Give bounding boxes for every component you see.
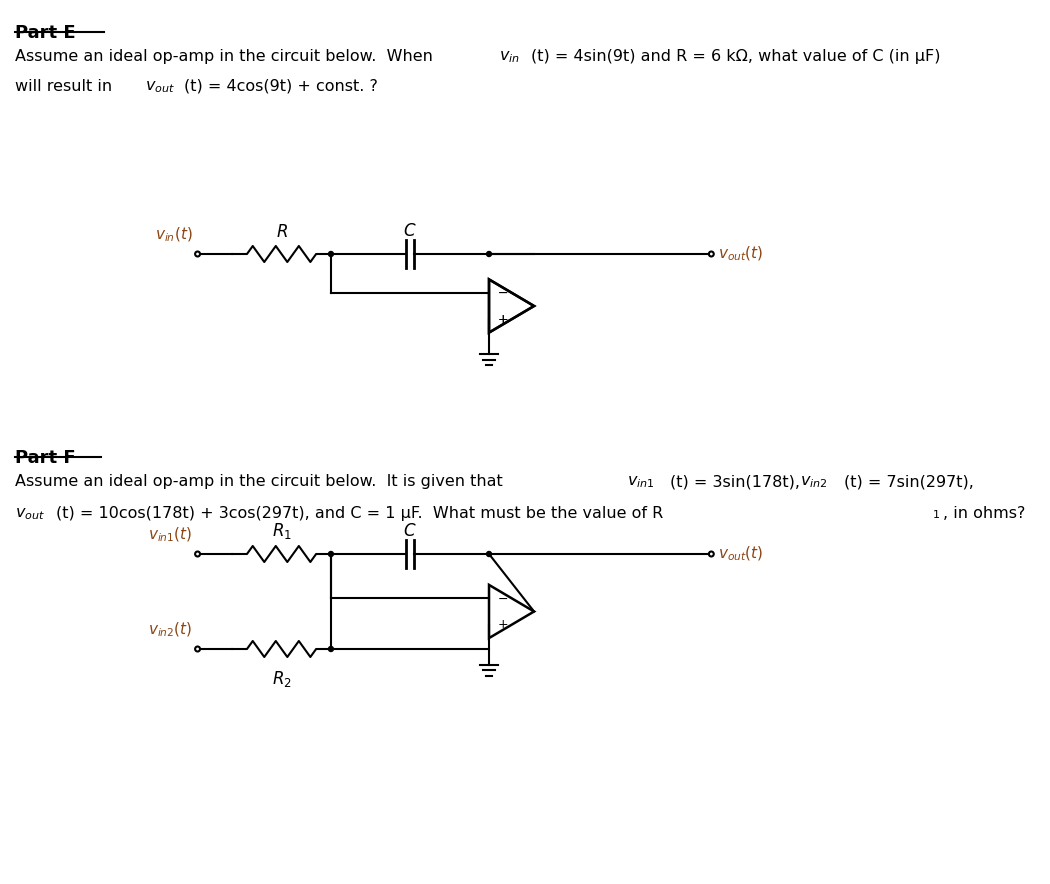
Text: $v_{out}$: $v_{out}$ — [15, 506, 45, 522]
Text: $C$: $C$ — [403, 222, 417, 240]
Text: Part F: Part F — [15, 449, 76, 467]
Text: $C$: $C$ — [403, 522, 417, 540]
Text: $R_2$: $R_2$ — [272, 669, 292, 689]
Text: $v_{out}(t)$: $v_{out}(t)$ — [718, 245, 763, 263]
Text: (t) = 4sin(9t) and R = 6 kΩ, what value of C (in μF): (t) = 4sin(9t) and R = 6 kΩ, what value … — [531, 49, 941, 64]
Text: $-$: $-$ — [497, 591, 508, 605]
Text: $v_{in1}(t)$: $v_{in1}(t)$ — [148, 526, 192, 544]
Text: Assume an ideal op-amp in the circuit below.  It is given that: Assume an ideal op-amp in the circuit be… — [15, 474, 508, 489]
Text: $-$: $-$ — [497, 286, 508, 299]
Text: will result in: will result in — [15, 79, 117, 94]
Text: $v_{out}(t)$: $v_{out}(t)$ — [718, 545, 763, 563]
Text: $+$: $+$ — [497, 313, 508, 326]
Text: $-$: $-$ — [497, 286, 508, 299]
Text: (t) = 3sin(178t),: (t) = 3sin(178t), — [670, 474, 805, 489]
Text: $v_{in}(t)$: $v_{in}(t)$ — [155, 225, 192, 244]
Text: $v_{out}$: $v_{out}$ — [145, 79, 175, 95]
Text: $R$: $R$ — [275, 223, 288, 241]
Text: $R_1$: $R_1$ — [272, 521, 292, 541]
Text: , in ohms?: , in ohms? — [944, 506, 1026, 521]
Text: $_1$: $_1$ — [931, 506, 940, 521]
Text: $v_{in}$: $v_{in}$ — [499, 49, 520, 65]
Text: $+$: $+$ — [497, 618, 508, 631]
Circle shape — [329, 252, 334, 256]
Circle shape — [486, 552, 491, 557]
Text: Part E: Part E — [15, 24, 76, 42]
Text: (t) = 4cos(9t) + const. ?: (t) = 4cos(9t) + const. ? — [184, 79, 378, 94]
Circle shape — [329, 552, 334, 557]
Text: $v_{in2}$: $v_{in2}$ — [800, 474, 827, 490]
Text: $v_{in2}(t)$: $v_{in2}(t)$ — [148, 621, 192, 639]
Circle shape — [329, 646, 334, 652]
Text: (t) = 7sin(297t),: (t) = 7sin(297t), — [843, 474, 973, 489]
Text: (t) = 10cos(178t) + 3cos(297t), and C = 1 μF.  What must be the value of R: (t) = 10cos(178t) + 3cos(297t), and C = … — [57, 506, 664, 521]
Circle shape — [486, 252, 491, 256]
Text: $+$: $+$ — [497, 313, 508, 326]
Text: $v_{in1}$: $v_{in1}$ — [627, 474, 655, 490]
Text: Assume an ideal op-amp in the circuit below.  When: Assume an ideal op-amp in the circuit be… — [15, 49, 438, 64]
